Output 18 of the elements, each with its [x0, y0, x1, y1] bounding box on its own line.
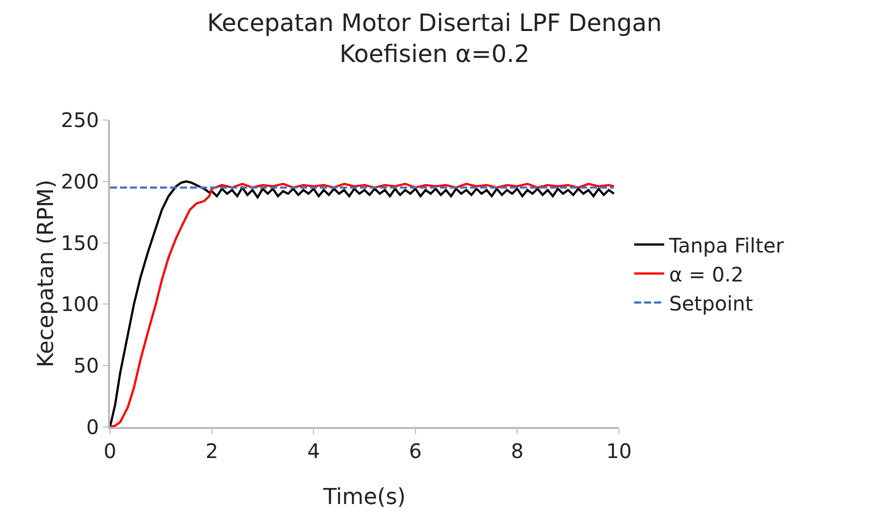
x-tick-label: 10 [606, 439, 632, 463]
y-tick-label: 250 [60, 108, 99, 132]
x-tick-label: 4 [307, 439, 320, 463]
y-tick-label: 100 [60, 292, 99, 316]
y-tick-label: 0 [86, 415, 99, 439]
x-tick-label: 8 [510, 439, 524, 463]
legend-label: α = 0.2 [669, 262, 744, 286]
legend-label: Setpoint [669, 291, 754, 316]
x-tick-label: 6 [409, 439, 422, 463]
legend-label: Tanpa Filter [668, 233, 785, 258]
y-tick-label: 50 [74, 354, 99, 378]
y-tick-label: 200 [60, 169, 99, 194]
x-axis-title: Time(s) [322, 485, 406, 510]
x-tick-label: 0 [104, 439, 116, 463]
y-tick-label: 150 [60, 230, 99, 255]
chart-title: Kecepatan Motor Disertai LPF Dengan Koefisien α=0.2 [207, 9, 662, 68]
y-axis-title: Kecepatan (RPM) [34, 180, 59, 368]
x-tick-label: 2 [205, 439, 218, 463]
